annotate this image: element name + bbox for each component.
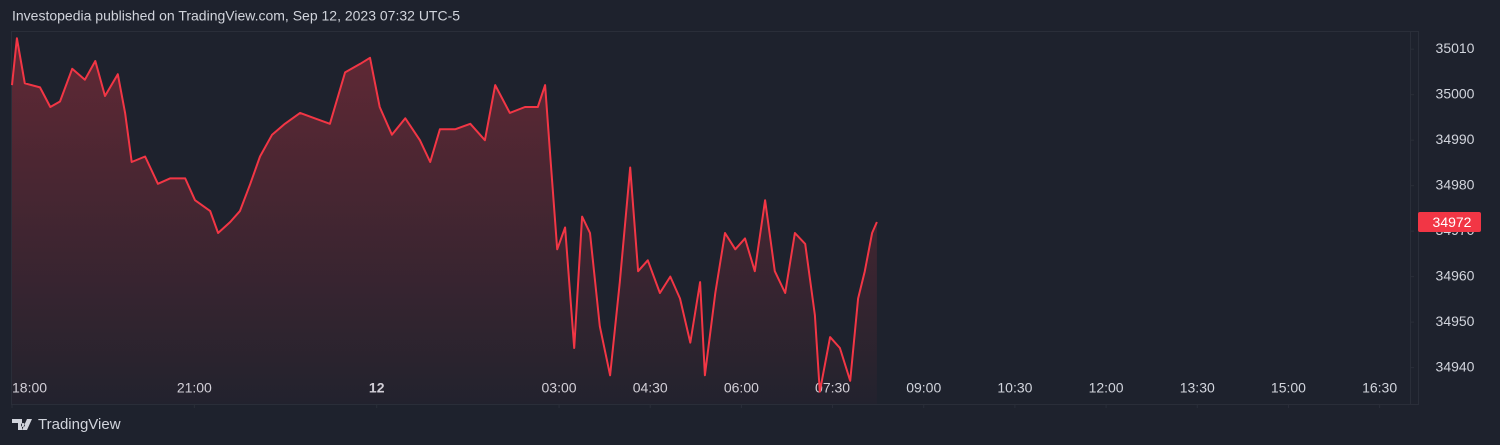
x-tick-label: 10:30 xyxy=(997,380,1032,396)
area xyxy=(12,38,877,405)
y-tick-label: 34980 xyxy=(1436,176,1475,192)
last-price-label: 34972 xyxy=(1433,214,1472,230)
x-tick-label: 09:00 xyxy=(906,380,941,396)
x-tick-label: 15:00 xyxy=(1271,380,1306,396)
price-line xyxy=(11,37,878,393)
footer-brand: TradingView xyxy=(38,416,121,433)
y-tick-label: 35010 xyxy=(1436,40,1475,56)
x-tick-label: 12:00 xyxy=(1089,380,1124,396)
x-tick-label: 13:30 xyxy=(1180,380,1215,396)
last-price-badge xyxy=(1418,212,1481,233)
logo xyxy=(12,419,32,430)
y-tick-label: 34940 xyxy=(1436,358,1475,374)
y-tick-label: 34990 xyxy=(1436,131,1475,147)
y-tick-label: 35000 xyxy=(1436,85,1475,101)
x-tick-label: 16:30 xyxy=(1362,380,1397,396)
header: Investopedia published on TradingView.co… xyxy=(12,8,460,24)
y-tick-label: 34950 xyxy=(1436,313,1475,329)
y-tick-label: 34960 xyxy=(1436,267,1475,283)
